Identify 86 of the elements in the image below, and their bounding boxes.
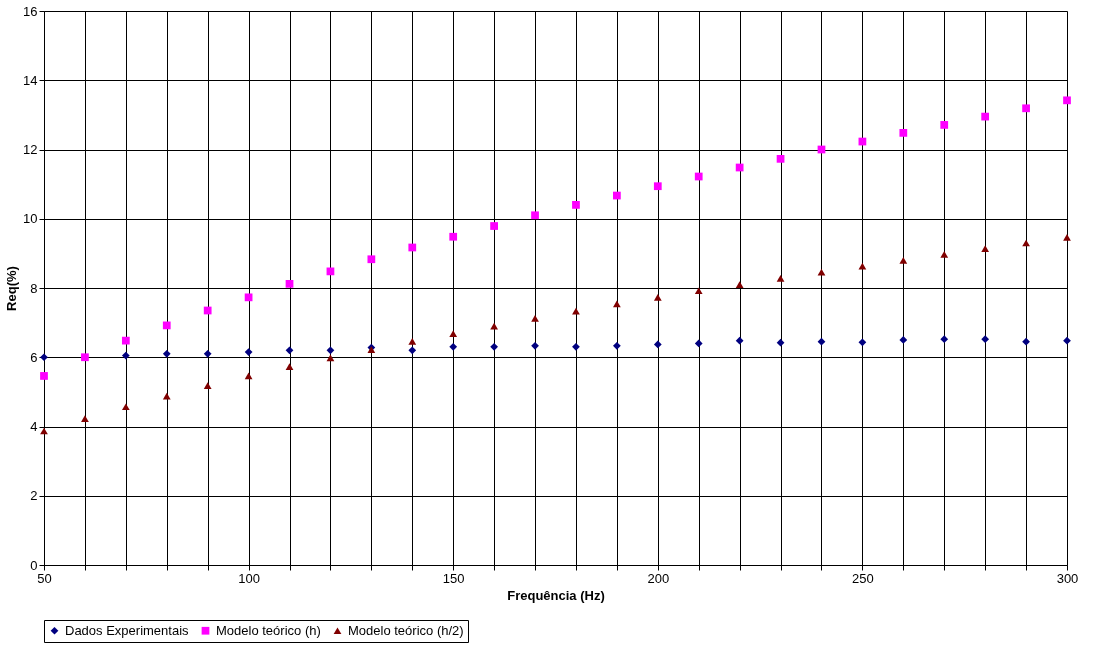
x-tick-label: 300 [1056,570,1079,586]
point [408,346,417,355]
point [572,201,580,209]
point [1063,336,1071,345]
point [858,338,867,347]
point [285,346,294,355]
x-tick-label: 250 [852,570,874,586]
y-tick-label: 2 [30,488,38,504]
x-tick-label: 150 [442,570,465,586]
point [203,349,212,358]
legend-label: Dados Experimentais [65,622,190,638]
point [285,363,294,370]
y-tick-label: 6 [30,349,38,365]
point [613,341,621,350]
x-axis-title: Frequência (Hz) [507,587,605,603]
y-tick-label: 10 [23,211,38,227]
point [940,335,949,344]
point [653,293,662,301]
point [531,211,539,220]
point [817,337,826,346]
point [858,262,867,270]
point [490,342,498,351]
point [121,403,130,411]
x-tick-label: 50 [37,570,52,586]
point [694,287,703,295]
point [326,354,335,362]
point [408,243,417,252]
point [203,382,212,389]
point [285,279,294,288]
point [694,339,703,348]
y-axis-title: Req(%) [4,266,20,311]
y-tick-label: 16 [23,3,38,19]
point [490,222,498,230]
point [1022,337,1030,346]
point [1022,104,1030,113]
point [735,281,744,288]
point [81,353,89,362]
y-tick-label: 14 [23,72,38,88]
point [776,154,785,163]
point [531,315,539,322]
point [572,342,580,351]
point [899,129,908,137]
point [940,121,949,129]
x-tick-label: 200 [647,570,670,586]
point [694,172,703,181]
point [1063,96,1071,105]
point [449,330,458,338]
point [899,336,908,344]
legend-label: Modelo teórico (h) [216,622,321,638]
point [40,372,48,380]
point [653,340,662,349]
point [121,351,130,360]
legend-label: Modelo teórico (h/2) [348,622,464,638]
point [899,256,908,264]
point [408,337,417,345]
point [613,191,621,200]
point [572,307,580,315]
point [981,245,990,252]
x-tick-label: 100 [238,570,260,586]
point [735,336,744,345]
point [326,346,335,355]
point [981,335,990,344]
point [244,293,253,302]
point [121,336,130,345]
y-tick-label: 4 [30,419,38,434]
y-tick-label: 8 [30,280,38,296]
point [613,300,621,308]
point [244,372,253,380]
point [940,251,949,258]
point [1063,234,1071,241]
point [162,321,171,330]
point [981,112,990,121]
point [776,338,785,347]
point [735,163,744,172]
point [244,348,253,356]
point [367,255,376,264]
point [531,341,539,350]
y-tick-label: 12 [23,142,38,157]
point [776,274,785,282]
point [162,349,171,358]
point [81,415,89,422]
point [449,342,458,351]
y-tick-label: 0 [30,557,38,573]
point [203,306,212,315]
point [653,182,662,191]
point [449,232,458,241]
